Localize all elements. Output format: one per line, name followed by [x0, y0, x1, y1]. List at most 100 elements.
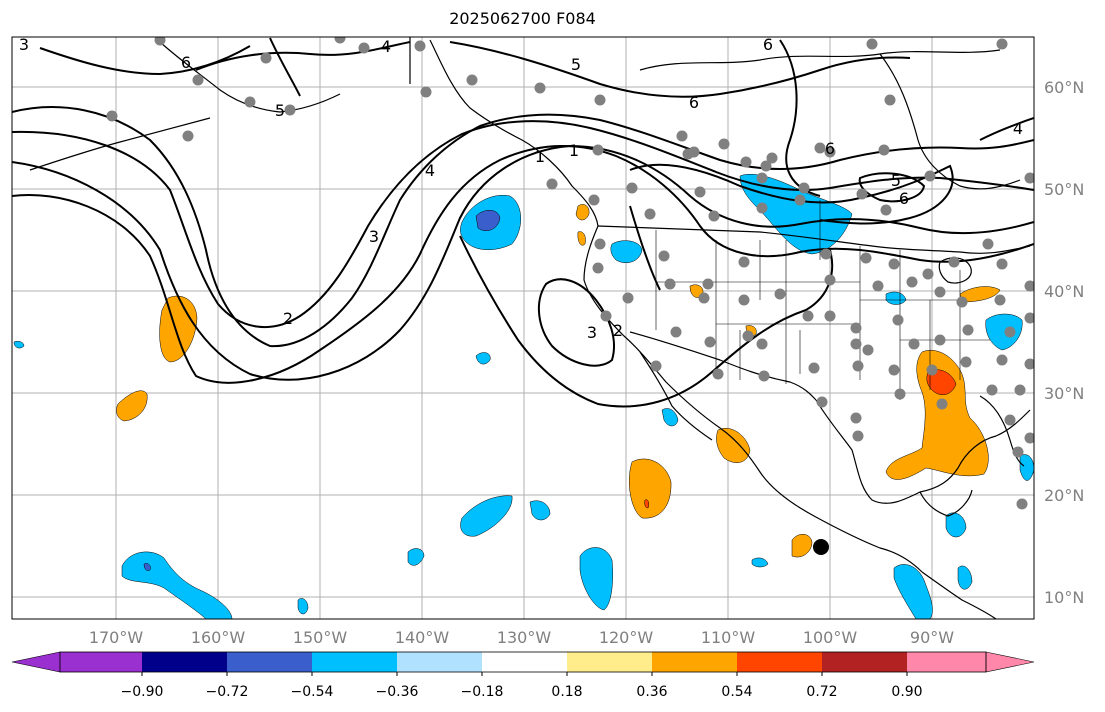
station-dot [626, 182, 638, 194]
contour-label: 3 [19, 35, 29, 54]
station-dot [906, 276, 918, 288]
station-dot [244, 96, 256, 108]
station-dot [708, 210, 720, 222]
station-dot [1014, 384, 1026, 396]
station-dot [756, 172, 768, 184]
contour-label: 1 [569, 141, 579, 160]
contour-label: 2 [283, 309, 293, 328]
baja-california [639, 351, 713, 441]
anomaly-orange-region [575, 204, 590, 221]
anomaly-blue-region [475, 352, 491, 365]
station-dot [816, 396, 828, 408]
colorbar-tick-labels: −0.90 −0.72 −0.54 −0.36 −0.18 0.18 0.36 0.54 0.7… [121, 672, 923, 700]
station-dot [850, 322, 862, 334]
us-mexico-border [629, 331, 817, 401]
station-dot [982, 238, 994, 250]
latitude-label: 20°N [1044, 486, 1084, 505]
colorbar-extend-low [11, 651, 61, 673]
colorbar-tick-label: −0.72 [206, 684, 249, 700]
station-dot [534, 82, 546, 94]
contour-line [12, 145, 1034, 384]
colorbar-segment [567, 652, 652, 672]
station-dot [866, 38, 878, 50]
station-dot [922, 268, 934, 280]
contour-line [12, 144, 1034, 381]
colorbar [11, 651, 1035, 673]
station-dot [872, 280, 884, 292]
station-dot [704, 336, 716, 348]
contour-label: 6 [899, 189, 909, 208]
colorbar-segment [397, 652, 482, 672]
station-dot [802, 310, 814, 322]
latitude-axis-labels: 60°N 50°N 40°N 30°N 20°N 10°N [1044, 78, 1084, 607]
contour-label: 2 [613, 321, 623, 340]
north-america-west-coast [429, 39, 923, 573]
station-dot [852, 360, 864, 372]
colorbar-segment [737, 652, 822, 672]
latitude-label: 30°N [1044, 384, 1084, 403]
contour-label: 5 [891, 171, 901, 190]
station-dot [824, 274, 836, 286]
anomaly-blue-region [661, 408, 679, 427]
contour-line [779, 39, 821, 197]
station-dot [996, 354, 1008, 366]
colorbar-segment [482, 652, 567, 672]
map-title: 2025062700 F084 [449, 9, 596, 28]
anomaly-orange-region [629, 458, 672, 519]
anomaly-orange-region [959, 286, 1001, 303]
station-dot [688, 146, 700, 158]
station-dot [934, 334, 946, 346]
colorbar-extend-high [985, 651, 1035, 673]
anomaly-darkblue-region [475, 210, 501, 231]
station-dot [820, 248, 832, 260]
station-dot [334, 37, 346, 44]
colorbar-tick-label: −0.90 [121, 684, 164, 700]
contour-label: 5 [275, 101, 285, 120]
station-dot [420, 86, 432, 98]
colorbar-segment [227, 652, 312, 672]
longitude-label: 100°W [803, 628, 858, 647]
colorbar-segment [907, 652, 986, 672]
station-dot [622, 292, 634, 304]
station-dot [546, 178, 558, 190]
station-dot [852, 430, 864, 442]
anomaly-red-region [644, 499, 650, 509]
station-dot [824, 146, 836, 158]
longitude-label: 160°W [191, 628, 246, 647]
contour-label: 3 [369, 227, 379, 246]
station-dot [888, 258, 900, 270]
station-dot [956, 296, 968, 308]
station-dot [814, 142, 826, 154]
anomaly-orange-region [116, 390, 148, 422]
station-dot [860, 252, 872, 264]
station-dot [676, 130, 688, 142]
station-dot [192, 74, 204, 86]
anomaly-orange-region [716, 428, 751, 463]
longitude-label: 120°W [599, 628, 654, 647]
station-dot [962, 324, 974, 336]
colorbar-tick-label: 0.90 [891, 684, 922, 700]
station-dot [650, 360, 662, 372]
colorbar-tick-label: −0.54 [291, 684, 334, 700]
station-dot [1024, 280, 1034, 292]
colorbar-tick-label: 0.72 [806, 684, 837, 700]
station-dot [1004, 326, 1016, 338]
station-dot [594, 238, 606, 250]
tropical-storm-marker [813, 539, 829, 555]
station-dot [594, 94, 606, 106]
station-dot [466, 74, 478, 86]
yucatan-peninsula [919, 489, 973, 517]
station-dot [880, 204, 892, 216]
anomaly-blue-region [579, 547, 613, 611]
anomaly-blue-region [13, 340, 25, 349]
station-dot [756, 202, 768, 214]
station-dot [884, 94, 896, 106]
colorbar-segment [312, 652, 397, 672]
longitude-label: 110°W [701, 628, 756, 647]
station-dot [712, 368, 724, 380]
longitude-label: 140°W [395, 628, 450, 647]
station-dot [878, 144, 890, 156]
station-dot [850, 412, 862, 424]
station-dot [1024, 312, 1034, 324]
station-dot [588, 194, 600, 206]
